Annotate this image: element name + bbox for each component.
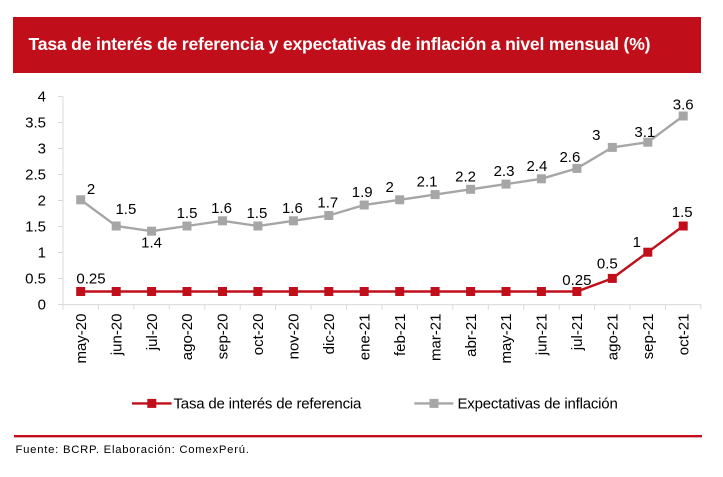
svg-text:jun-21: jun-21 — [534, 314, 551, 357]
svg-text:1.5: 1.5 — [177, 205, 198, 222]
svg-text:2.3: 2.3 — [494, 163, 515, 180]
svg-text:2: 2 — [386, 179, 394, 196]
svg-text:dic-20: dic-20 — [321, 314, 338, 355]
svg-text:1.5: 1.5 — [115, 201, 136, 218]
svg-text:2: 2 — [38, 193, 46, 210]
svg-text:abr-21: abr-21 — [463, 314, 480, 357]
svg-text:sep-20: sep-20 — [215, 314, 232, 360]
svg-text:jul-20: jul-20 — [144, 314, 161, 352]
svg-text:2.2: 2.2 — [455, 168, 476, 185]
svg-text:3.1: 3.1 — [634, 124, 655, 141]
svg-text:0.25: 0.25 — [76, 271, 105, 288]
svg-text:may-20: may-20 — [73, 314, 90, 364]
svg-text:2.5: 2.5 — [25, 167, 46, 184]
svg-text:4: 4 — [38, 89, 46, 106]
svg-text:0.5: 0.5 — [597, 256, 618, 273]
svg-text:sep-21: sep-21 — [640, 314, 657, 360]
svg-text:1.6: 1.6 — [282, 200, 303, 217]
svg-text:2.1: 2.1 — [417, 174, 438, 191]
svg-text:2.4: 2.4 — [526, 158, 547, 175]
svg-text:mar-21: mar-21 — [427, 314, 444, 362]
svg-text:Expectativas de inflación: Expectativas de inflación — [458, 396, 618, 413]
svg-text:ene-21: ene-21 — [356, 314, 373, 361]
svg-text:1.6: 1.6 — [211, 200, 232, 217]
svg-text:feb-21: feb-21 — [392, 314, 409, 357]
svg-text:Tasa de interés de referencia: Tasa de interés de referencia — [174, 396, 363, 413]
svg-text:0.25: 0.25 — [562, 272, 591, 289]
svg-text:1.5: 1.5 — [672, 204, 693, 221]
svg-text:3: 3 — [38, 141, 46, 158]
svg-text:3.6: 3.6 — [673, 97, 694, 114]
svg-text:1.9: 1.9 — [352, 184, 373, 201]
svg-text:2.6: 2.6 — [559, 149, 580, 166]
svg-text:1: 1 — [38, 245, 46, 262]
svg-text:0: 0 — [38, 297, 46, 314]
svg-text:oct-20: oct-20 — [250, 314, 267, 356]
svg-text:0.5: 0.5 — [25, 271, 46, 288]
svg-text:Fuente: BCRP. Elaboración: Com: Fuente: BCRP. Elaboración: ComexPerú. — [16, 444, 250, 456]
svg-text:1.7: 1.7 — [317, 195, 338, 212]
svg-text:jul-21: jul-21 — [569, 314, 586, 352]
svg-text:1: 1 — [633, 234, 641, 251]
svg-text:3: 3 — [592, 127, 600, 144]
svg-text:2: 2 — [87, 181, 95, 198]
svg-text:3.5: 3.5 — [25, 115, 46, 132]
svg-text:1.5: 1.5 — [246, 205, 267, 222]
svg-text:1.4: 1.4 — [141, 235, 162, 252]
svg-text:may-21: may-21 — [498, 314, 515, 364]
svg-text:ago-21: ago-21 — [605, 314, 622, 361]
svg-text:Tasa de interés de referencia: Tasa de interés de referencia y expectat… — [29, 34, 651, 54]
svg-text:ago-20: ago-20 — [179, 314, 196, 361]
svg-text:nov-20: nov-20 — [286, 314, 303, 360]
svg-text:jun-20: jun-20 — [108, 314, 125, 357]
svg-text:oct-21: oct-21 — [675, 314, 692, 356]
svg-text:1.5: 1.5 — [25, 219, 46, 236]
